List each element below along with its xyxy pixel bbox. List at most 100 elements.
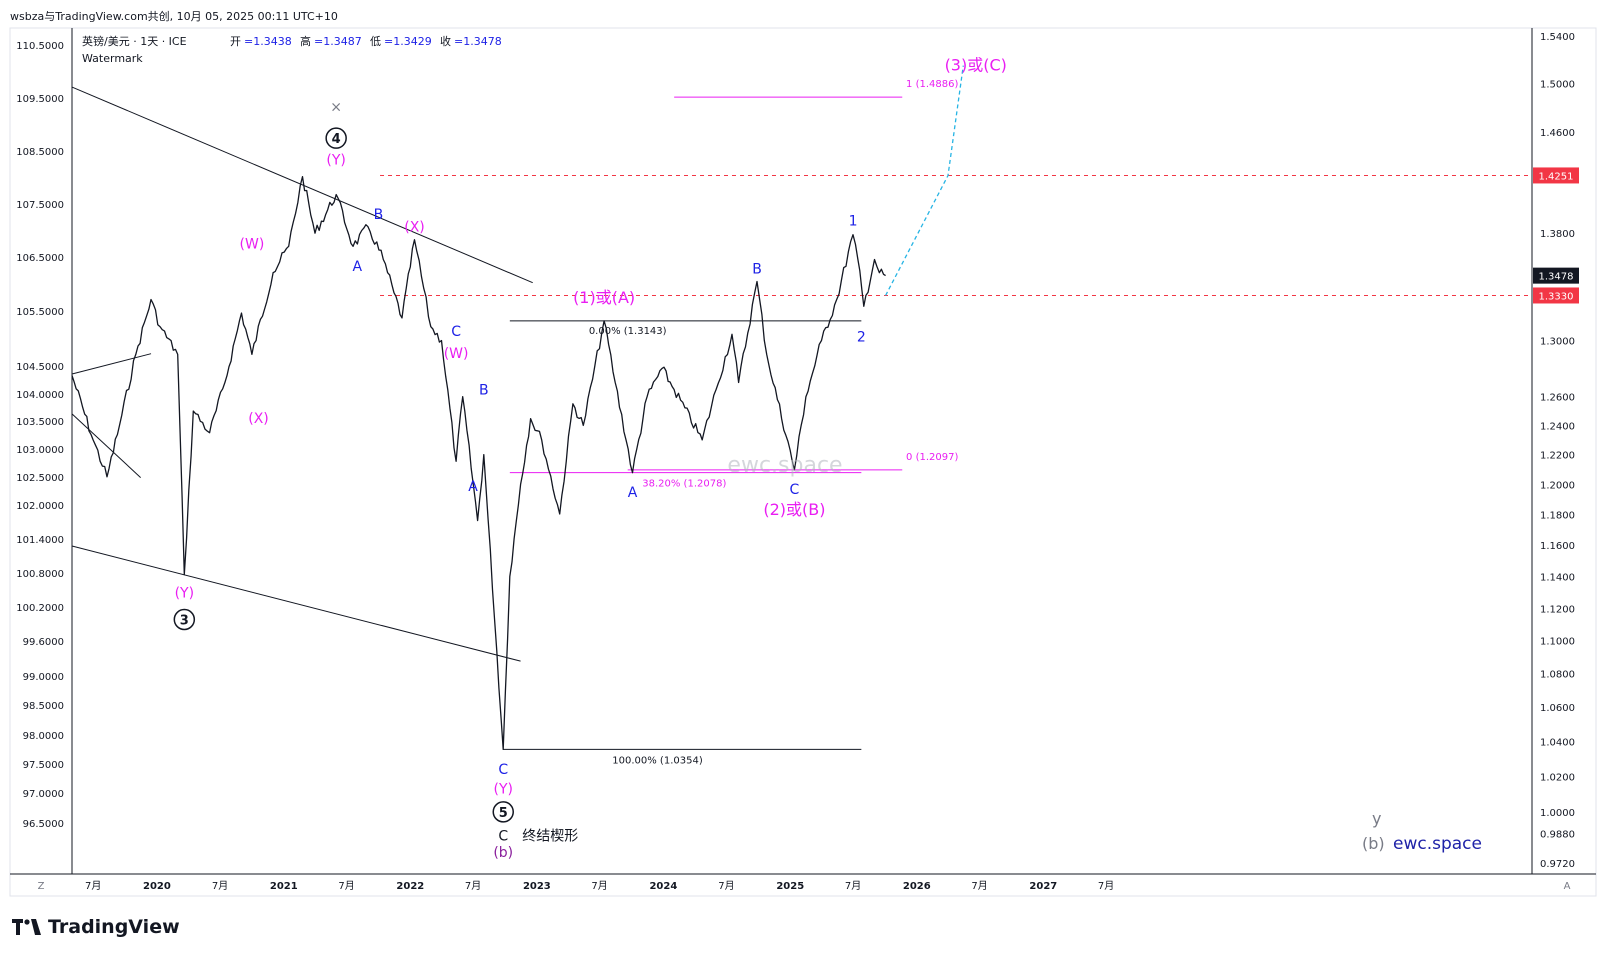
right-tick-19: 0.9880 [1540, 830, 1575, 841]
x-tick-6: 7月 [465, 880, 481, 892]
tradingview-logo[interactable]: TradingView [12, 916, 180, 938]
wave-label-8: B [374, 207, 384, 223]
left-tick-1: 109.5000 [16, 94, 64, 105]
wave-label-22: B [752, 262, 762, 278]
wave-label-2: (Y) [175, 585, 194, 601]
wave-label-27: (3)或(C) [945, 56, 1007, 75]
high-label: 高 [300, 34, 311, 48]
wave-label-10: C [451, 324, 461, 340]
price-badge-1 [1533, 267, 1579, 284]
wave-label-17: C [498, 828, 508, 844]
projection-line [885, 65, 964, 296]
x-tick-11: 2025 [776, 881, 804, 892]
low-label: 低 [370, 35, 381, 48]
fib-label-2: 100.00% (1.0354) [612, 755, 703, 766]
left-tick-18: 98.0000 [23, 731, 64, 742]
symbol-label: 英镑/美元 · 1天 · ICE [82, 34, 187, 48]
x-axis[interactable]: 7月 2020 7月 2021 7月 2022 7月 2023 7月 2024 7月 2025 7月 20… [38, 880, 1571, 892]
right-tick-1: 1.5000 [1540, 79, 1575, 90]
fib-label-0: 0.00% (1.3143) [589, 326, 667, 337]
wave-label-24: (2)或(B) [763, 500, 825, 519]
wave-circle-16 [492, 801, 514, 823]
x-tick-4: 7月 [338, 880, 354, 892]
right-tick-14: 1.0800 [1540, 670, 1575, 681]
watermark-label: Watermark [82, 52, 143, 65]
x-tick-9: 2024 [649, 881, 677, 892]
left-tick-6: 104.5000 [16, 362, 64, 373]
wave-label-3: 3 [180, 614, 189, 629]
right-tick-7: 1.2200 [1540, 451, 1575, 462]
left-tick-9: 103.0000 [16, 445, 64, 456]
right-tick-0: 1.5400 [1540, 32, 1575, 43]
left-tick-2: 108.5000 [16, 147, 64, 158]
brand-prefix-b: (b) [1362, 834, 1385, 853]
left-tick-11: 102.0000 [16, 501, 64, 512]
fib-levels: 0.00% (1.3143) 38.20% (1.2078) 100.00% (1.… [503, 79, 958, 766]
tradingview-logo-icon [12, 919, 41, 935]
x-tick-8: 7月 [591, 880, 607, 892]
low-value: =1.3429 [384, 35, 432, 48]
chart-frame [9, 27, 1597, 897]
wave-label-13: A [468, 479, 478, 495]
fib-label-1: 38.20% (1.2078) [642, 479, 726, 490]
x-corner-left[interactable]: Z [38, 881, 45, 892]
right-tick-10: 1.1600 [1540, 541, 1575, 552]
right-axis[interactable]: 1.5400 1.5000 1.4600 1.3800 1.3000 1.2600 1.24… [1533, 32, 1579, 870]
projection [885, 65, 964, 296]
wave-label-20: (1)或(A) [573, 288, 635, 307]
trendlines [71, 86, 533, 662]
left-tick-16: 99.0000 [23, 672, 64, 683]
wave-circle-5 [325, 127, 347, 149]
right-tick-3: 1.3800 [1540, 229, 1575, 240]
tradingview-brand-text: TradingView [48, 916, 180, 938]
left-tick-7: 104.0000 [16, 390, 64, 401]
left-axis: 110.5000 109.5000 108.5000 107.5000 106.5000… [16, 41, 64, 830]
wave-label-5: 4 [332, 132, 341, 147]
price-series [71, 175, 886, 751]
x-tick-1: 2020 [143, 881, 171, 892]
brand-prefix-y: y [1372, 809, 1381, 828]
wave-label-11: (W) [444, 346, 469, 362]
left-tick-20: 97.0000 [23, 789, 64, 800]
open-label: 开 [230, 35, 241, 48]
left-tick-0: 110.5000 [16, 41, 64, 52]
fib-label-4: 1 (1.4886) [906, 79, 958, 90]
right-tick-20: 0.9720 [1540, 859, 1575, 870]
right-tick-9: 1.1800 [1540, 511, 1575, 522]
left-tick-21: 96.5000 [23, 819, 64, 830]
left-tick-15: 99.6000 [23, 637, 64, 648]
x-tick-2: 7月 [212, 880, 228, 892]
x-tick-5: 2022 [396, 881, 424, 892]
x-tick-3: 2021 [270, 881, 298, 892]
x-corner-right[interactable]: A [1564, 881, 1571, 892]
wave-label-1: (X) [248, 411, 269, 427]
right-tick-5: 1.2600 [1540, 393, 1575, 404]
price-badge-0 [1533, 167, 1579, 184]
wave-labels: (W) (X) (Y) 3 (Y) 4 × A B (X) C (W) B A C (Y) 5 C 终结楔形 (b) (… [173, 56, 1007, 861]
trendline-0 [71, 86, 533, 284]
right-tick-17: 1.0200 [1540, 772, 1575, 783]
wave-label-15: (Y) [494, 782, 513, 798]
right-tick-11: 1.1400 [1540, 572, 1575, 583]
wave-circle-3 [173, 608, 196, 631]
wave-label-14: C [498, 762, 508, 778]
close-value: =1.3478 [454, 35, 502, 48]
wave-label-6: × [330, 99, 342, 115]
wave-label-21: A [628, 485, 638, 501]
right-tick-12: 1.1200 [1540, 604, 1575, 615]
right-tick-18: 1.0000 [1540, 808, 1575, 819]
trendline-2 [71, 353, 152, 375]
left-tick-13: 100.8000 [16, 569, 64, 580]
price-badge-label-0: 1.4251 [1539, 171, 1574, 182]
left-tick-19: 97.5000 [23, 760, 64, 771]
wave-label-9: (X) [404, 220, 425, 236]
price-badge-label-1: 1.3478 [1539, 272, 1574, 283]
x-tick-15: 2027 [1029, 881, 1057, 892]
wave-label-12: B [479, 383, 489, 399]
wave-label-23: C [790, 482, 800, 498]
close-label: 收 [440, 34, 451, 48]
x-tick-10: 7月 [718, 880, 734, 892]
left-tick-17: 98.5000 [23, 701, 64, 712]
x-tick-16: 7月 [1098, 880, 1114, 892]
